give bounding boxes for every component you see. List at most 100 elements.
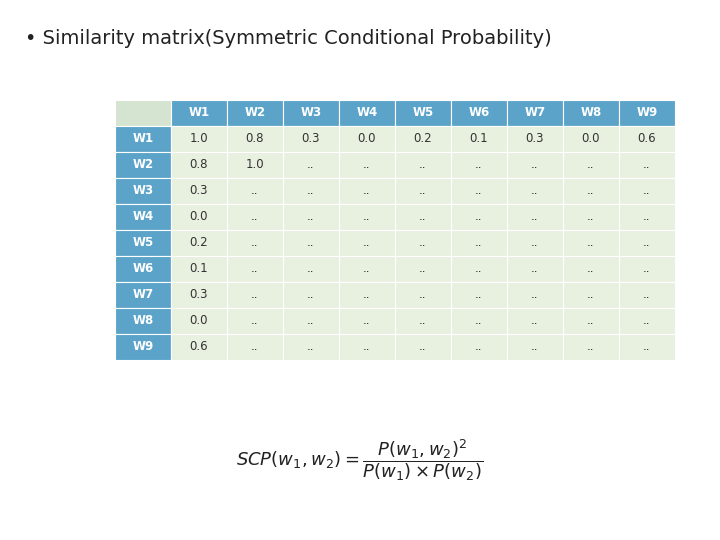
Bar	[451, 230, 507, 256]
Text: ..: ..	[643, 185, 651, 198]
Text: ..: ..	[531, 341, 539, 354]
Text: W6: W6	[469, 106, 490, 119]
Text: ..: ..	[588, 185, 595, 198]
Text: ..: ..	[364, 341, 371, 354]
Bar	[115, 100, 171, 126]
Bar	[563, 308, 619, 334]
Text: ..: ..	[251, 185, 258, 198]
Text: ..: ..	[643, 341, 651, 354]
Text: ..: ..	[475, 185, 482, 198]
Text: 0.6: 0.6	[189, 341, 208, 354]
Text: ..: ..	[588, 288, 595, 301]
Bar	[395, 308, 451, 334]
Bar	[339, 100, 395, 126]
Bar	[283, 334, 339, 360]
Bar	[563, 152, 619, 178]
Text: ..: ..	[364, 288, 371, 301]
Bar	[563, 256, 619, 282]
Text: ..: ..	[588, 237, 595, 249]
Bar	[227, 178, 283, 204]
Text: 0.0: 0.0	[582, 132, 600, 145]
Text: 0.8: 0.8	[190, 159, 208, 172]
Bar	[395, 126, 451, 152]
Bar	[283, 126, 339, 152]
Text: 0.3: 0.3	[526, 132, 544, 145]
Text: W9: W9	[636, 106, 657, 119]
Bar	[563, 334, 619, 360]
Text: 0.2: 0.2	[189, 237, 208, 249]
Bar	[115, 334, 171, 360]
Text: ..: ..	[419, 288, 427, 301]
Text: ..: ..	[475, 211, 482, 224]
Text: ..: ..	[588, 262, 595, 275]
Bar	[507, 334, 563, 360]
Bar	[115, 204, 171, 230]
Text: 0.0: 0.0	[358, 132, 377, 145]
Bar	[283, 308, 339, 334]
Bar	[563, 126, 619, 152]
Text: ..: ..	[531, 159, 539, 172]
Text: 0.1: 0.1	[469, 132, 488, 145]
Bar	[451, 282, 507, 308]
Text: ..: ..	[531, 211, 539, 224]
Text: ..: ..	[588, 159, 595, 172]
Text: W5: W5	[132, 237, 153, 249]
Bar	[115, 256, 171, 282]
Bar	[339, 256, 395, 282]
Text: $SCP(w_1, w_2) = \dfrac{P(w_1, w_2)^2}{P(w_1) \times P(w_2)}$: $SCP(w_1, w_2) = \dfrac{P(w_1, w_2)^2}{P…	[236, 437, 484, 483]
Bar	[283, 152, 339, 178]
Bar	[507, 282, 563, 308]
Bar	[171, 152, 227, 178]
Bar	[619, 230, 675, 256]
Bar	[339, 152, 395, 178]
Text: ..: ..	[531, 288, 539, 301]
Bar	[507, 100, 563, 126]
Text: ..: ..	[643, 288, 651, 301]
Text: ..: ..	[251, 314, 258, 327]
Text: ..: ..	[475, 288, 482, 301]
Text: ..: ..	[531, 314, 539, 327]
Bar	[395, 178, 451, 204]
Text: 0.3: 0.3	[302, 132, 320, 145]
Text: 0.2: 0.2	[414, 132, 432, 145]
Text: 0.0: 0.0	[190, 211, 208, 224]
Bar	[115, 178, 171, 204]
Text: ..: ..	[307, 211, 315, 224]
Bar	[283, 282, 339, 308]
Text: ..: ..	[531, 262, 539, 275]
Bar	[563, 204, 619, 230]
Text: ..: ..	[475, 314, 482, 327]
Text: 0.8: 0.8	[246, 132, 264, 145]
Bar	[339, 178, 395, 204]
Bar	[171, 256, 227, 282]
Bar	[339, 230, 395, 256]
Text: ..: ..	[364, 159, 371, 172]
Bar	[227, 308, 283, 334]
Bar	[227, 204, 283, 230]
Bar	[507, 256, 563, 282]
Text: ..: ..	[307, 341, 315, 354]
Bar	[619, 126, 675, 152]
Text: ..: ..	[364, 211, 371, 224]
Bar	[451, 178, 507, 204]
Bar	[227, 230, 283, 256]
Bar	[227, 334, 283, 360]
Bar	[171, 230, 227, 256]
Bar	[115, 126, 171, 152]
Text: W1: W1	[189, 106, 210, 119]
Text: ..: ..	[251, 237, 258, 249]
Text: ..: ..	[588, 341, 595, 354]
Bar	[227, 282, 283, 308]
Text: W3: W3	[132, 185, 153, 198]
Bar	[171, 334, 227, 360]
Text: ..: ..	[364, 185, 371, 198]
Bar	[395, 204, 451, 230]
Text: ..: ..	[307, 185, 315, 198]
Text: ..: ..	[588, 211, 595, 224]
Text: ..: ..	[419, 314, 427, 327]
Bar	[395, 100, 451, 126]
Bar	[227, 152, 283, 178]
Bar	[283, 178, 339, 204]
Bar	[115, 230, 171, 256]
Bar	[171, 282, 227, 308]
